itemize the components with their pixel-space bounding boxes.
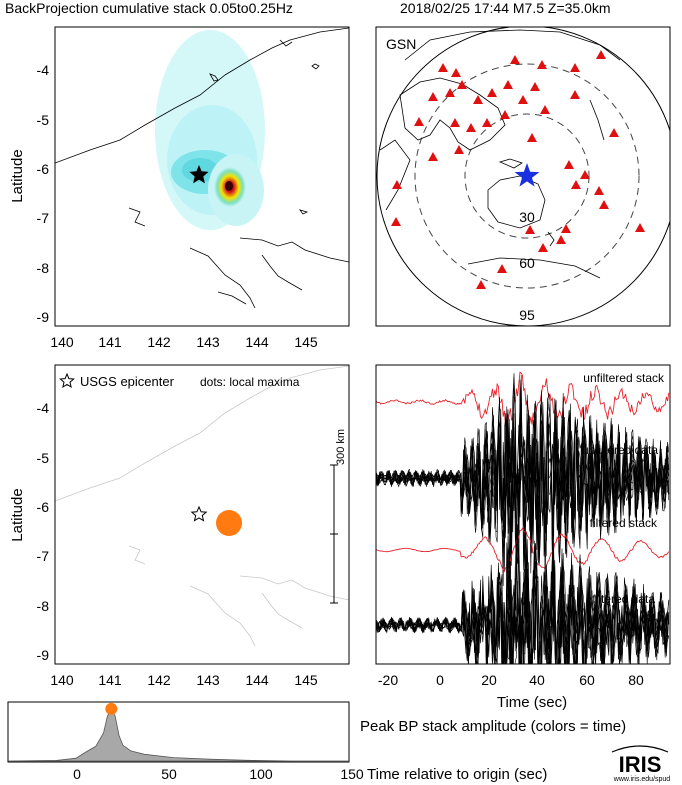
epicenter-star-outline-icon [190,505,208,522]
ring-label-95: 95 [519,307,535,323]
unfiltered-stack-trace [376,371,670,427]
ytick-label: -5 [37,450,50,466]
ytick-label: -6 [37,499,50,515]
waveform-panel: unfiltered stack unfiltered data filtere… [375,364,671,711]
xtick-label: 142 [147,672,171,688]
legend-star-icon [59,372,75,388]
amplitude-panel: 0 50 100 150 [7,701,364,782]
filtered-stack-trace [376,527,670,573]
y-axis-label: Latitude [9,149,26,202]
trace-label-unfiltered-stack: unfiltered stack [583,371,665,385]
xtick-label: 141 [98,672,122,688]
xtick-label: 150 [340,766,364,782]
event-info: 2018/02/25 17:44 M7.5 Z=35.0km [400,0,611,16]
ytick-label: -4 [37,400,50,416]
figure-title: BackProjection cumulative stack 0.05to0.… [5,0,293,16]
energy-heatmap [155,30,265,230]
xtick-label: -20 [378,672,398,688]
x-axis-label: Time (sec) [497,694,567,711]
xtick-label: 140 [50,672,74,688]
epicenter-star-icon [189,165,209,184]
unfiltered-data-trace [376,375,670,583]
coastline-faint [55,365,349,647]
xtick-label: 143 [196,672,220,688]
ytick-label: -5 [37,112,50,128]
network-label: GSN [386,36,416,52]
y-axis-label: Latitude [9,488,26,541]
event-star-icon [514,163,540,187]
xtick-label: 0 [436,672,444,688]
xtick-label: 0 [73,766,81,782]
xtick-label: 144 [245,672,269,688]
filtered-data-trace [376,543,670,664]
ytick-label: -6 [37,161,50,177]
legend-epicenter-label: USGS epicenter [80,374,175,389]
amplitude-area [7,708,349,762]
ytick-label: -9 [37,309,50,325]
iris-logo: IRIS www.iris.edu/spud [611,745,671,783]
backprojection-map-panel: 140 141 142 143 144 145 -4 -5 -6 -7 -8 -… [9,26,350,350]
xtick-label: 143 [196,334,220,350]
ring-label-60: 60 [519,255,535,271]
xtick-label: 142 [147,334,171,350]
xtick-label: 20 [481,672,497,688]
filtered-data-trace [376,539,670,664]
trace-label-filtered-stack: filtered stack [590,516,658,530]
xtick-label: 100 [249,766,273,782]
amplitude-caption: Peak BP stack amplitude (colors = time) [360,718,626,735]
amplitude-peak-dot [105,702,118,715]
xtick-label: 80 [628,672,644,688]
ytick-label: -9 [37,647,50,663]
xtick-label: 40 [529,672,545,688]
station-map-panel: GSN 30 60 95 [375,26,671,327]
ytick-label: -7 [37,548,50,564]
scale-bar-label: 300 km [335,429,347,465]
ytick-label: -8 [37,598,50,614]
coastline [55,27,349,309]
local-maxima-map-panel: USGS epicenter dots: local maxima 300 km… [9,364,350,688]
continents [379,29,621,279]
xtick-label: 145 [294,672,318,688]
scale-bar [330,464,338,604]
logo-text: IRIS [619,752,662,777]
trace-label-unfiltered-data: unfiltered data [582,443,658,457]
local-maximum-dot [216,510,242,536]
xtick-label: 144 [245,334,269,350]
ytick-label: -4 [37,62,50,78]
xtick-label: 140 [50,334,74,350]
station-triangles [391,50,645,289]
logo-url: www.iris.edu/spud [613,776,671,783]
legend-maxima-label: dots: local maxima [200,375,300,389]
xtick-label: 145 [294,334,318,350]
xtick-label: 141 [98,334,122,350]
ytick-label: -8 [37,260,50,276]
xtick-label: 60 [579,672,595,688]
trace-label-filtered-data: filtered data [592,592,655,606]
ytick-label: -7 [37,210,50,226]
amplitude-xlabel: Time relative to origin (sec) [367,766,547,783]
xtick-label: 50 [161,766,177,782]
ring-label-30: 30 [519,209,535,225]
